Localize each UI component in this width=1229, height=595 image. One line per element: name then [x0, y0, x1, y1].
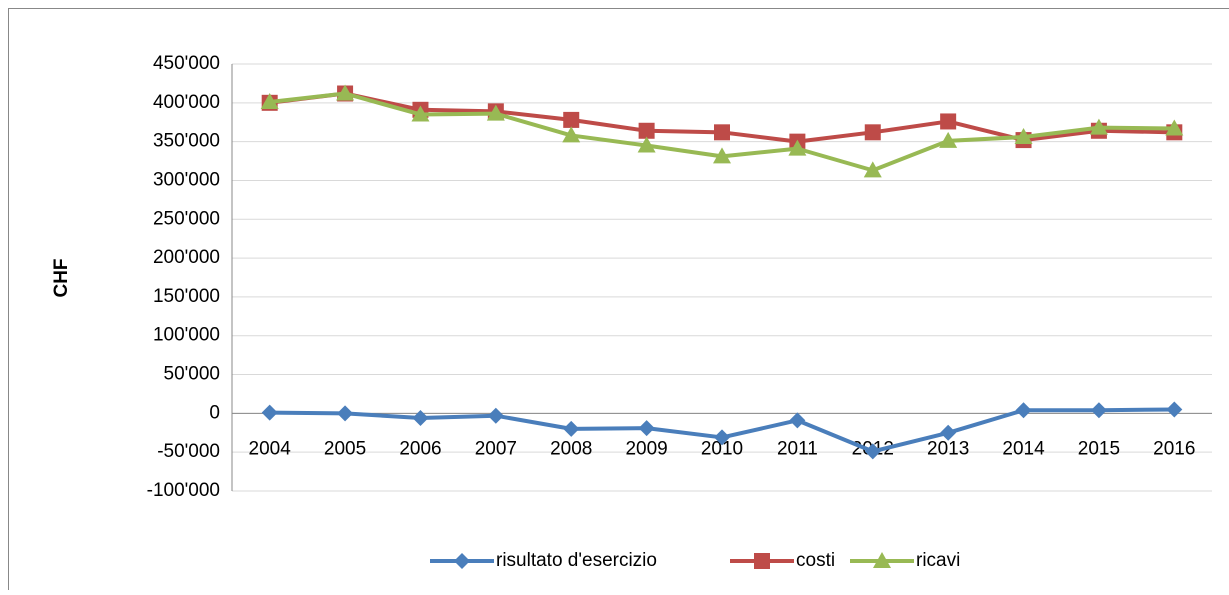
x-tick-label: 2007 [475, 438, 517, 459]
data-point [1166, 401, 1182, 417]
data-point [789, 412, 805, 428]
legend-label: risultato d'esercizio [496, 550, 657, 571]
data-point [940, 113, 956, 129]
y-tick-label: 100'000 [153, 325, 220, 346]
legend-label: costi [796, 550, 835, 571]
x-tick-label: 2011 [777, 438, 818, 459]
data-point [563, 112, 579, 128]
y-tick-label: 450'000 [153, 53, 220, 74]
y-tick-label: 150'000 [153, 286, 220, 307]
data-point [412, 410, 428, 426]
data-point [639, 123, 655, 139]
legend-marker [754, 553, 770, 569]
y-tick-label: 400'000 [153, 92, 220, 113]
data-point [337, 405, 353, 421]
x-tick-label: 2008 [550, 438, 592, 459]
data-point [488, 408, 504, 424]
y-tick-label: 200'000 [153, 247, 220, 268]
y-tick-label: 250'000 [153, 208, 220, 229]
x-tick-label: 2004 [249, 438, 292, 459]
data-point [639, 420, 655, 436]
x-tick-label: 2009 [625, 438, 667, 459]
x-tick-label: 2015 [1078, 438, 1120, 459]
y-tick-label: -50'000 [157, 441, 220, 462]
data-point [714, 124, 730, 140]
data-point [1091, 402, 1107, 418]
y-tick-label: 350'000 [153, 131, 220, 152]
y-tick-label: -100'000 [147, 480, 220, 501]
y-tick-label: 50'000 [164, 364, 220, 385]
x-tick-label: 2006 [399, 438, 441, 459]
legend-marker [454, 553, 470, 569]
x-tick-label: 2016 [1153, 438, 1195, 459]
data-point [865, 124, 881, 140]
y-tick-label: 300'000 [153, 169, 220, 190]
data-point [1016, 402, 1032, 418]
legend-label: ricavi [916, 550, 960, 571]
data-point [262, 405, 278, 421]
x-tick-label: 2005 [324, 438, 366, 459]
data-point [563, 421, 579, 437]
y-axis-title: CHF [51, 258, 72, 297]
x-tick-label: 2013 [927, 438, 969, 459]
x-tick-label: 2014 [1002, 438, 1045, 459]
y-tick-label: 0 [209, 402, 220, 423]
